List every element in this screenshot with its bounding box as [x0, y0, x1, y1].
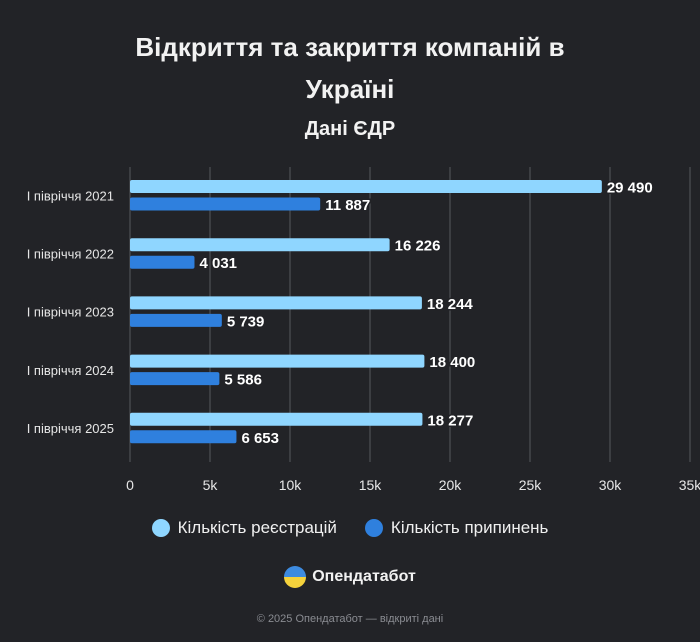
- brand: Опендатабот: [0, 566, 700, 588]
- legend-item-registrations[interactable]: Кількість реєстрацій: [151, 518, 337, 538]
- data-label: 29 490: [607, 180, 653, 197]
- bar-registrations: [130, 412, 423, 426]
- x-tick-label: 15k: [359, 477, 383, 493]
- opendatabot-logo-icon: [284, 566, 307, 588]
- x-tick-label: 25k: [519, 477, 543, 493]
- legend-dot-registrations: [151, 519, 170, 537]
- chart-title-line1: Відкриття та закриття компаній в: [135, 32, 565, 62]
- bar-registrations: [130, 238, 390, 252]
- x-tick-label: 0: [126, 477, 134, 493]
- data-label: 16 226: [395, 238, 441, 255]
- bar-registrations: [130, 354, 425, 368]
- category-label: І півріччя 2021: [27, 188, 114, 203]
- chart-subtitle: Дані ЄДР: [304, 118, 396, 140]
- legend-item-terminations[interactable]: Кількість припинень: [364, 518, 549, 538]
- brand-name: Опендатабот: [312, 568, 416, 585]
- x-tick-label: 20k: [439, 477, 463, 493]
- bar-terminations: [130, 430, 237, 444]
- category-label: І півріччя 2023: [27, 305, 114, 320]
- data-label: 5 739: [227, 313, 265, 330]
- category-label: І півріччя 2025: [27, 421, 114, 436]
- bar-terminations: [130, 313, 222, 327]
- x-tick-label: 35k: [679, 477, 700, 493]
- data-label: 5 586: [224, 372, 262, 389]
- legend-label-terminations: Кількість припинень: [390, 518, 549, 537]
- bar-terminations: [130, 372, 220, 386]
- data-label: 18 400: [429, 354, 475, 371]
- bar-registrations: [130, 180, 602, 193]
- data-label: 18 244: [427, 296, 474, 313]
- data-label: 4 031: [199, 255, 237, 272]
- footer-copyright: © 2025 Опендатабот — відкриті дані: [256, 613, 444, 625]
- data-label: 6 653: [241, 430, 279, 447]
- x-tick-label: 30k: [599, 477, 623, 493]
- data-label: 18 277: [427, 412, 473, 429]
- chart-title-line2: Україні: [305, 74, 395, 104]
- category-label: І півріччя 2024: [27, 363, 114, 378]
- bar-chart: 0 5k 10k 15k 20k 25k 30k 35k І півріччя 2021 29 4…: [27, 167, 700, 493]
- x-tick-label: 5k: [203, 477, 219, 493]
- bar-registrations: [130, 296, 422, 310]
- bar-terminations: [130, 255, 195, 269]
- legend-label-registrations: Кількість реєстрацій: [177, 518, 337, 537]
- category-label: І півріччя 2022: [27, 246, 114, 261]
- chart-title: Відкриття та закриття компаній в Україні: [0, 26, 700, 110]
- x-tick-label: 10k: [279, 477, 303, 493]
- bar-terminations: [130, 197, 321, 211]
- legend-dot-terminations: [364, 519, 383, 537]
- data-label: 11 887: [325, 197, 370, 214]
- chart-legend: Кількість реєстрацій Кількість припинень: [0, 518, 700, 538]
